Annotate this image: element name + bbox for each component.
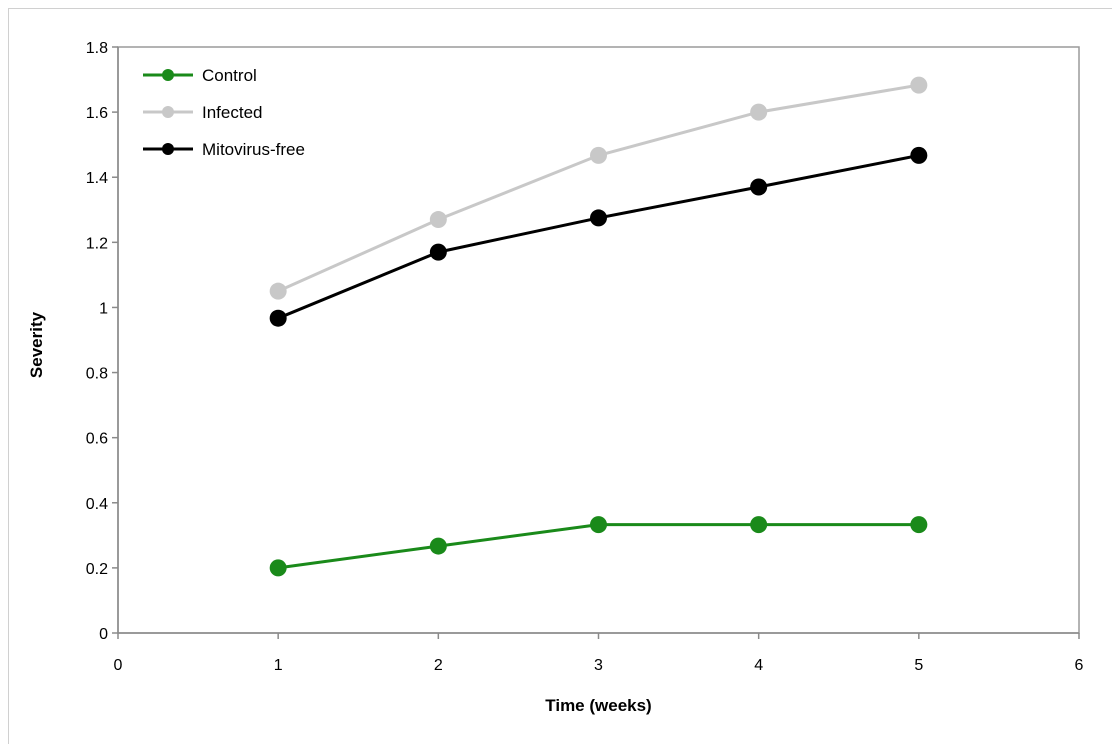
y-tick-label: 1.2: [86, 235, 108, 252]
data-point-control: [590, 516, 607, 534]
data-point-mitovirus-free: [750, 178, 768, 196]
x-tick-label: 3: [594, 657, 603, 674]
data-point-mitovirus-free: [590, 209, 607, 227]
data-point-mitovirus-free: [910, 146, 928, 164]
data-point-infected: [269, 282, 287, 300]
data-point-infected: [590, 146, 607, 164]
legend: Control Infected Mitovirus-free: [143, 66, 305, 159]
legend-marker-control: [162, 69, 174, 81]
chart-frame: [8, 8, 1112, 744]
data-point-infected: [750, 103, 768, 121]
x-tick-label: 4: [754, 657, 763, 674]
legend-label-control: Control: [202, 66, 257, 85]
data-point-infected: [910, 76, 928, 94]
y-tick-label: 1: [99, 300, 108, 317]
y-tick-label: 1.8: [86, 40, 108, 57]
x-axis-title: Time (weeks): [545, 696, 651, 715]
data-point-control: [269, 559, 287, 577]
data-point-infected: [429, 211, 447, 229]
data-point-mitovirus-free: [429, 243, 447, 261]
axes: 0 0.2 0.4 0.6 0.8 1 1.2 1.4 1.6 1.8 0 1 2 3 4 5 6: [86, 40, 1084, 674]
legend-marker-mitovirus-free: [162, 143, 174, 155]
y-tick-label: 0: [99, 626, 108, 643]
legend-marker-infected: [162, 106, 174, 118]
x-tick-label: 5: [914, 657, 923, 674]
y-tick-label: 0.2: [86, 561, 108, 578]
y-axis-title: Severity: [27, 311, 46, 378]
series-layer: [269, 76, 928, 577]
series-line-infected: [277, 83, 920, 293]
y-tick-label: 0.8: [86, 366, 108, 383]
legend-label-infected: Infected: [202, 103, 263, 122]
data-point-control: [750, 516, 768, 534]
y-tick-label: 1.6: [86, 105, 108, 122]
x-tick-label: 0: [114, 657, 123, 674]
data-point-control: [910, 516, 928, 534]
y-tick-label: 0.6: [86, 431, 108, 448]
plot-area-border: [117, 46, 1080, 634]
data-point-mitovirus-free: [269, 309, 287, 327]
legend-label-mitovirus-free: Mitovirus-free: [202, 140, 305, 159]
x-tick-label: 2: [434, 657, 443, 674]
data-point-control: [429, 537, 447, 555]
y-tick-label: 1.4: [86, 170, 108, 187]
series-line-mitovirus-free: [277, 153, 920, 320]
x-tick-label: 1: [274, 657, 283, 674]
y-tick-label: 0.4: [86, 496, 108, 513]
x-tick-label: 6: [1075, 657, 1084, 674]
